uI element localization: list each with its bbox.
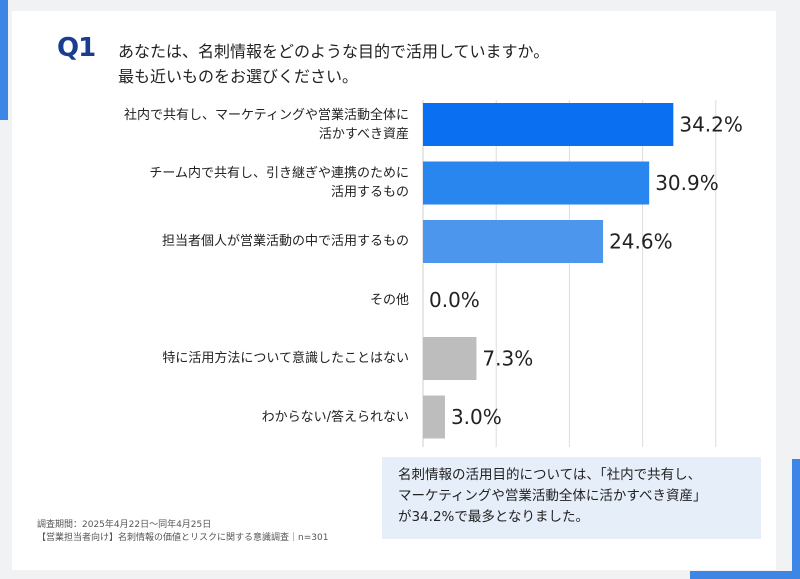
question-number: Q1 — [57, 33, 96, 63]
category-label: わからない/答えられない — [262, 408, 409, 427]
category-label: チーム内で共有し、引き継ぎや連携のために活用するもの — [149, 164, 409, 202]
accent-bar-bottom — [690, 571, 800, 579]
category-label-line: チーム内で共有し、引き継ぎや連携のために — [149, 166, 409, 181]
bar — [423, 220, 604, 263]
question-text: あなたは、名刺情報をどのような目的で活用していますか。 最も近いものをお選びくだ… — [118, 39, 549, 89]
question-line-1: あなたは、名刺情報をどのような目的で活用していますか。 — [118, 42, 550, 61]
data-label: 34.2% — [679, 113, 743, 137]
summary-line-3: が34.2%で最多となりました。 — [398, 509, 589, 525]
category-label: その他 — [370, 291, 409, 310]
data-label: 0.0% — [429, 288, 480, 312]
survey-period: 調査期間：2025年4月22日〜同年4月25日 — [37, 520, 212, 530]
data-label: 30.9% — [655, 171, 719, 195]
question-line-2: 最も近いものをお選びください。 — [118, 67, 359, 86]
category-label-line: 特に活用方法について意識したことはない — [162, 351, 409, 366]
survey-title: 【営業担当者向け】名刺情報の価値とリスクに関する意識調査｜n=301 — [37, 533, 329, 543]
category-label: 担当者個人が営業活動の中で活用するもの — [162, 232, 409, 251]
bar — [423, 161, 650, 205]
summary-line-2: マーケティングや営業活動全体に活かすべき資産」 — [398, 488, 707, 504]
category-label: 特に活用方法について意識したことはない — [162, 349, 409, 368]
bar — [423, 103, 674, 146]
accent-bar-top-left — [0, 0, 8, 120]
bar — [423, 395, 445, 439]
data-label: 7.3% — [482, 347, 533, 371]
accent-bar-bottom-right — [792, 459, 800, 579]
category-label-line: 担当者個人が営業活動の中で活用するもの — [161, 234, 409, 249]
data-label: 3.0% — [451, 405, 502, 429]
category-label-line: わからない/答えられない — [261, 409, 409, 425]
data-label: 24.6% — [609, 230, 673, 254]
category-label-line: 活用するもの — [330, 185, 409, 200]
summary-box: 名刺情報の活用目的については、「社内で共有し、 マーケティングや営業活動全体に活… — [382, 457, 761, 539]
category-label-line: その他 — [369, 292, 409, 308]
summary-text: 名刺情報の活用目的については、「社内で共有し、 マーケティングや営業活動全体に活… — [398, 465, 706, 528]
summary-line-1: 名刺情報の活用目的については、「社内で共有し、 — [398, 467, 702, 483]
category-label-line: 社内で共有し、マーケティングや営業活動全体に — [124, 107, 409, 123]
bar — [423, 337, 477, 380]
category-label-line: 活かすべき資産 — [318, 126, 409, 142]
category-label: 社内で共有し、マーケティングや営業活動全体に活かすべき資産 — [124, 106, 409, 144]
